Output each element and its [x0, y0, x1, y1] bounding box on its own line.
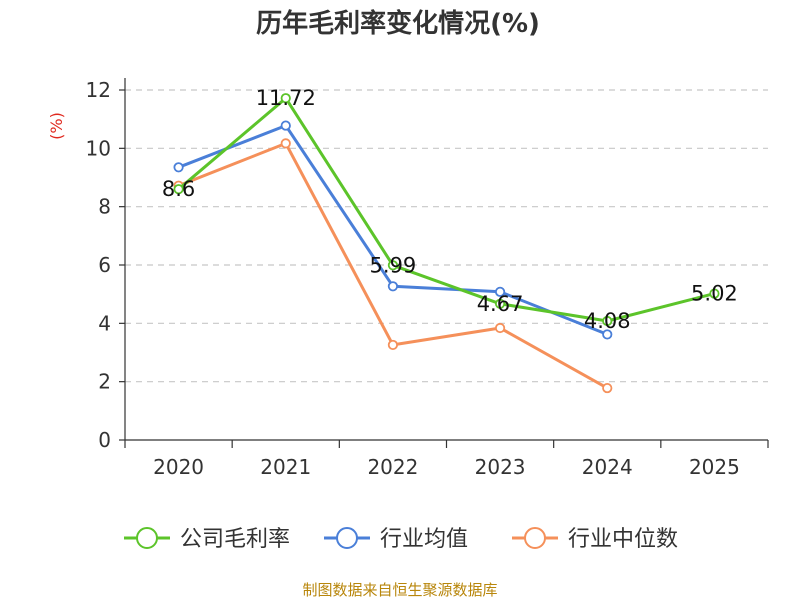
data-point: [494, 298, 506, 309]
y-axis-unit: (%): [47, 112, 66, 140]
y-tick-label: 10: [86, 136, 111, 160]
legend-marker: [524, 527, 546, 549]
data-point: [173, 184, 184, 195]
data-label: 5.99: [370, 253, 417, 277]
y-tick-label: 2: [98, 370, 111, 394]
data-label: 5.02: [691, 282, 738, 306]
data-point: [387, 281, 399, 292]
legend-marker: [336, 527, 358, 549]
x-tick-label: 2022: [367, 455, 418, 479]
chart-title: 历年毛利率变化情况(%): [256, 8, 540, 39]
y-tick-label: 12: [86, 78, 111, 102]
x-tick-label: 2020: [153, 455, 204, 479]
data-label: 11.72: [256, 86, 316, 110]
data-label: 8.6: [162, 177, 195, 201]
data-point: [387, 260, 399, 271]
legend[interactable]: 公司毛利率 行业均值 行业中位数: [124, 527, 678, 552]
data-label: 4.67: [477, 292, 524, 316]
data-point: [494, 286, 506, 297]
axes: 0 2 4 6 8 10 12 2020 2021 2022 2023 2024 2025: [86, 78, 769, 479]
x-tick-label: 2024: [582, 455, 633, 479]
legend-item[interactable]: 公司毛利率: [124, 527, 290, 552]
data-point: [494, 322, 506, 334]
series-line-1: [178, 124, 608, 336]
data-point: [280, 138, 291, 149]
series-layer: [173, 93, 720, 394]
y-tick-label: 4: [98, 311, 111, 335]
x-tick-label: 2023: [475, 455, 526, 479]
data-point: [602, 315, 613, 327]
y-tick-label: 6: [98, 253, 111, 277]
source-note: 制图数据来自恒生聚源数据库: [302, 581, 497, 599]
x-tick-label: 2021: [260, 455, 311, 479]
data-point: [280, 120, 291, 131]
series-line-0: [177, 96, 715, 323]
legend-label: 行业中位数: [568, 527, 678, 552]
legend-label: 行业均值: [380, 527, 468, 552]
data-point: [602, 329, 613, 340]
legend-item[interactable]: 行业中位数: [512, 527, 678, 552]
y-tick-label: 0: [98, 428, 111, 452]
legend-item[interactable]: 行业均值: [324, 527, 468, 552]
data-point: [387, 339, 399, 351]
data-label: 4.08: [584, 309, 631, 333]
grid: [125, 89, 768, 383]
y-tick-label: 8: [98, 195, 111, 219]
data-labels: 8.6 11.72 5.99 4.67 4.08 5.02: [162, 86, 738, 333]
data-point: [709, 288, 720, 299]
data-point: [173, 162, 184, 173]
legend-marker: [136, 527, 158, 549]
data-point: [280, 93, 291, 104]
data-point: [602, 382, 613, 394]
legend-label: 公司毛利率: [180, 527, 290, 552]
x-tick-label: 2025: [689, 455, 740, 479]
